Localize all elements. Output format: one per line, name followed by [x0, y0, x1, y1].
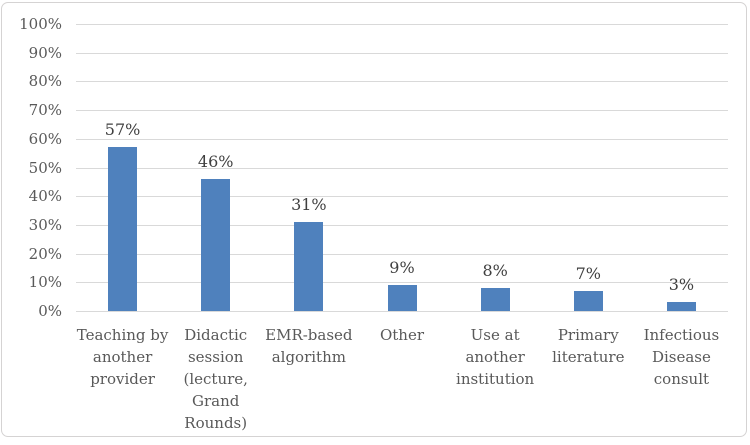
category-label: Didactic session (lecture, Grand Rounds): [183, 326, 248, 432]
y-gridline: [76, 224, 728, 226]
y-axis-tick-label: 100%: [19, 15, 62, 33]
y-axis-tick-label: 60%: [28, 129, 62, 148]
bar: [108, 147, 138, 311]
bar-value-label: 3%: [668, 275, 695, 295]
category-label: Other: [379, 326, 425, 344]
y-axis-tick-label: 90%: [28, 43, 62, 62]
y-axis-tick-label: 80%: [28, 72, 62, 91]
category-label: EMR-based algorithm: [265, 326, 353, 366]
y-axis-tick-label: 20%: [28, 244, 62, 263]
y-gridline: [76, 196, 728, 198]
bar: [294, 222, 324, 311]
y-axis-tick-label: 30%: [28, 215, 62, 234]
category-label: Infectious Disease consult: [643, 326, 720, 388]
bar-value-label: 57%: [104, 120, 141, 140]
y-gridline: [76, 282, 728, 284]
y-axis-tick-label: 0%: [38, 302, 62, 320]
bar-value-label: 46%: [197, 151, 234, 171]
category-label: Use at another institution: [456, 326, 535, 388]
category-label: Primary literature: [552, 326, 625, 366]
y-gridline: [76, 24, 728, 25]
bar-value-label: 9%: [389, 258, 415, 278]
y-gridline: [76, 81, 728, 83]
y-gridline: [76, 52, 728, 54]
y-gridline: [76, 253, 728, 255]
bar-value-label: 8%: [482, 261, 508, 281]
y-gridline: [76, 167, 728, 169]
bar-value-label: 7%: [575, 263, 601, 283]
bar-value-label: 31%: [291, 195, 327, 215]
bar: [201, 178, 231, 311]
y-axis-tick-label: 50%: [28, 158, 62, 177]
y-axis-tick-label: 40%: [28, 187, 62, 206]
chart-frame: 0% 10% 20% 30% 40% 50% 60% 70% 80% 90% 100% 57% Teac…: [1, 2, 747, 437]
category-label: Teaching by another provider: [76, 326, 169, 388]
y-gridline: [76, 110, 728, 112]
bar: [387, 285, 417, 311]
y-gridline: [76, 138, 728, 140]
y-gridline: [76, 311, 728, 312]
bar: [666, 302, 696, 311]
bar: [480, 288, 510, 311]
y-axis-tick-label: 10%: [28, 273, 62, 292]
bar: [573, 290, 603, 311]
y-axis-tick-label: 70%: [28, 101, 62, 120]
